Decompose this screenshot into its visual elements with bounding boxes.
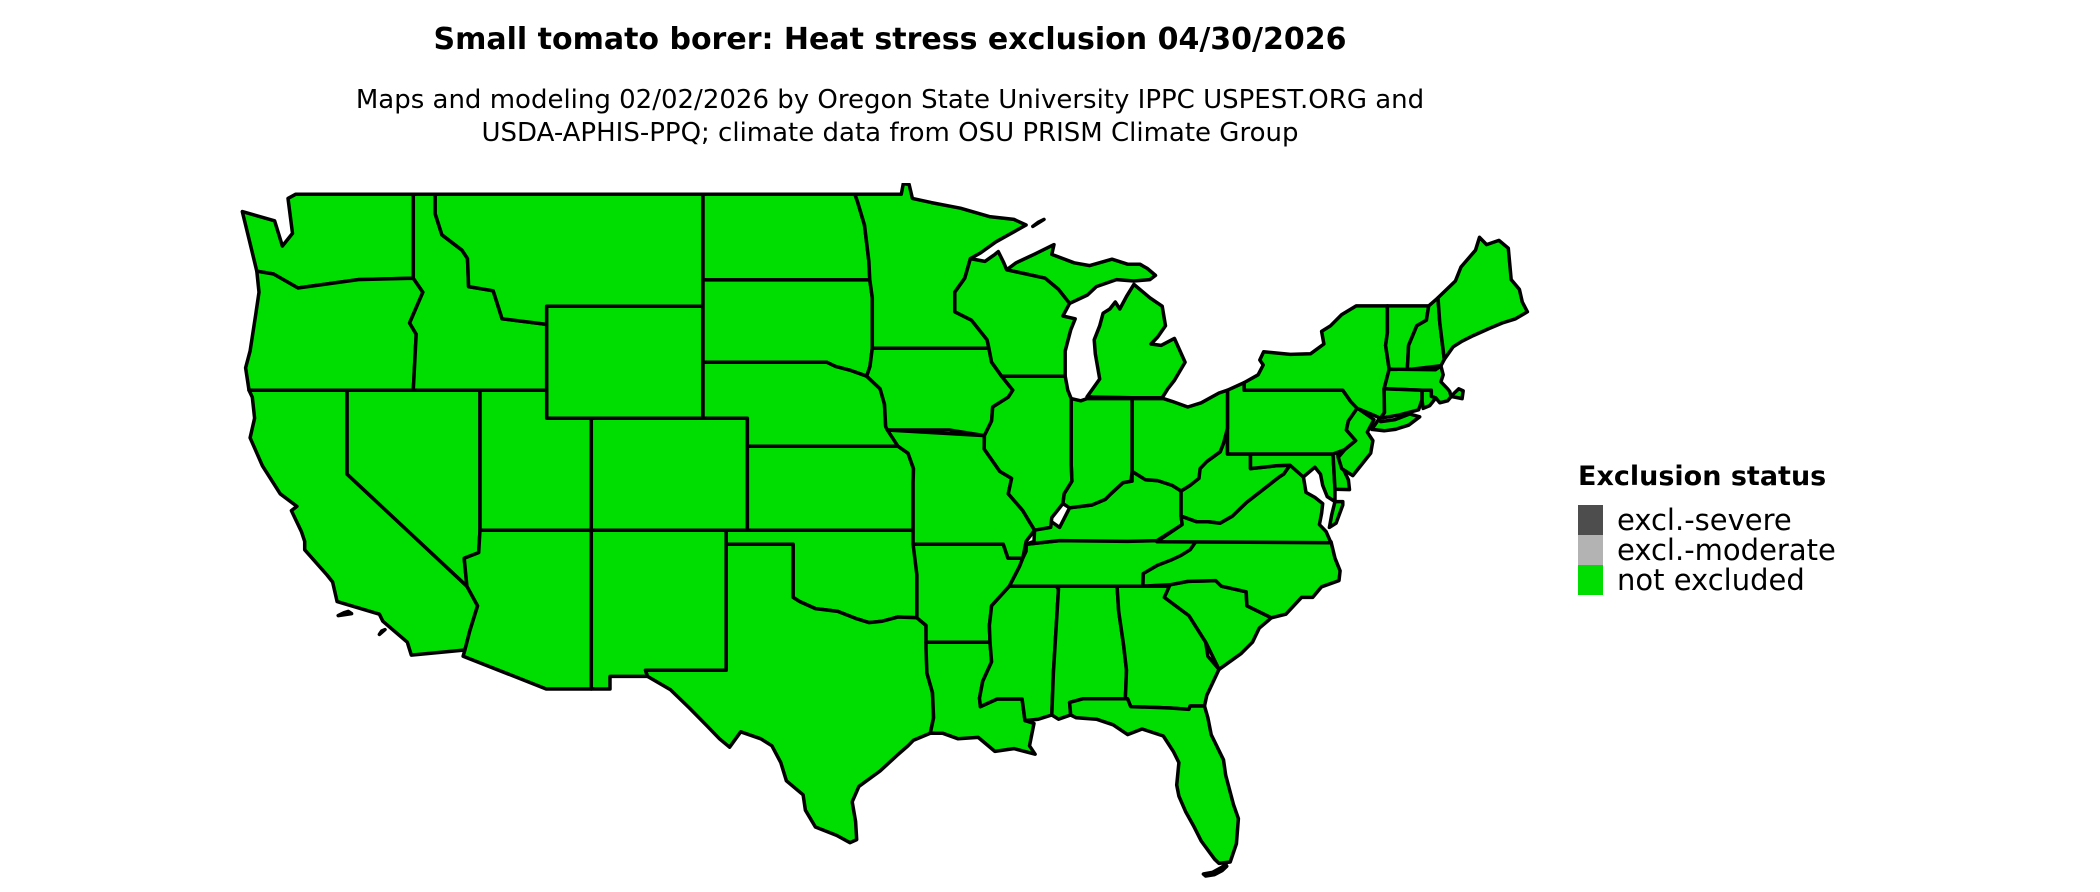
legend-item-label: not excluded <box>1617 563 1805 597</box>
us-states-map <box>220 183 1540 883</box>
state-ct <box>1378 387 1424 420</box>
state-oh <box>1130 388 1230 493</box>
state-pa <box>1225 380 1360 456</box>
legend-item: not excluded <box>1578 565 1836 595</box>
state-co <box>589 416 750 532</box>
state-wi <box>953 249 1077 378</box>
state-ms <box>977 584 1061 723</box>
state-fl <box>1067 697 1241 866</box>
state-tx <box>643 542 936 845</box>
state-il <box>982 374 1074 532</box>
legend-items: excl.-severe excl.-moderate not excluded <box>1578 505 1836 595</box>
state-nj <box>1336 406 1376 478</box>
figure-subtitle: Maps and modeling 02/02/2026 by Oregon S… <box>356 84 1424 150</box>
state-wy <box>544 304 705 420</box>
legend-item-label: excl.-severe <box>1617 503 1792 537</box>
legend-item: excl.-severe <box>1578 505 1836 535</box>
state-ks <box>745 444 916 532</box>
state-miup <box>1004 242 1158 306</box>
state-nd <box>701 192 872 282</box>
us-map-svg <box>240 183 1530 878</box>
legend: Exclusion status excl.-severe excl.-moder… <box>1578 462 1836 595</box>
state-va <box>1155 463 1333 545</box>
state-flkeys <box>1201 862 1229 878</box>
figure-subtitle-line2: USDA-APHIS-PPQ; climate data from OSU PR… <box>481 118 1299 148</box>
state-me <box>1436 235 1530 362</box>
legend-item: excl.-moderate <box>1578 535 1836 565</box>
state-or <box>243 269 425 392</box>
state-az <box>461 528 594 691</box>
state-nm <box>589 528 728 691</box>
legend-item-label: excl.-moderate <box>1617 533 1836 567</box>
state-milp <box>1085 282 1187 400</box>
state-vashore <box>1327 499 1345 530</box>
legend-title: Exclusion status <box>1578 461 1827 492</box>
figure-title: Small tomato borer: Heat stress exclusio… <box>433 22 1347 57</box>
state-isleroyale <box>1031 217 1046 229</box>
state-catalina <box>377 627 387 637</box>
legend-swatch-excl-severe <box>1578 505 1603 535</box>
state-nc <box>1141 539 1342 620</box>
state-li <box>1370 412 1422 433</box>
state-channelislands <box>336 609 354 618</box>
legend-swatch-excl-moderate <box>1578 535 1603 565</box>
legend-swatch-not-excluded <box>1578 565 1603 595</box>
figure-subtitle-line1: Maps and modeling 02/02/2026 by Oregon S… <box>355 85 1425 115</box>
